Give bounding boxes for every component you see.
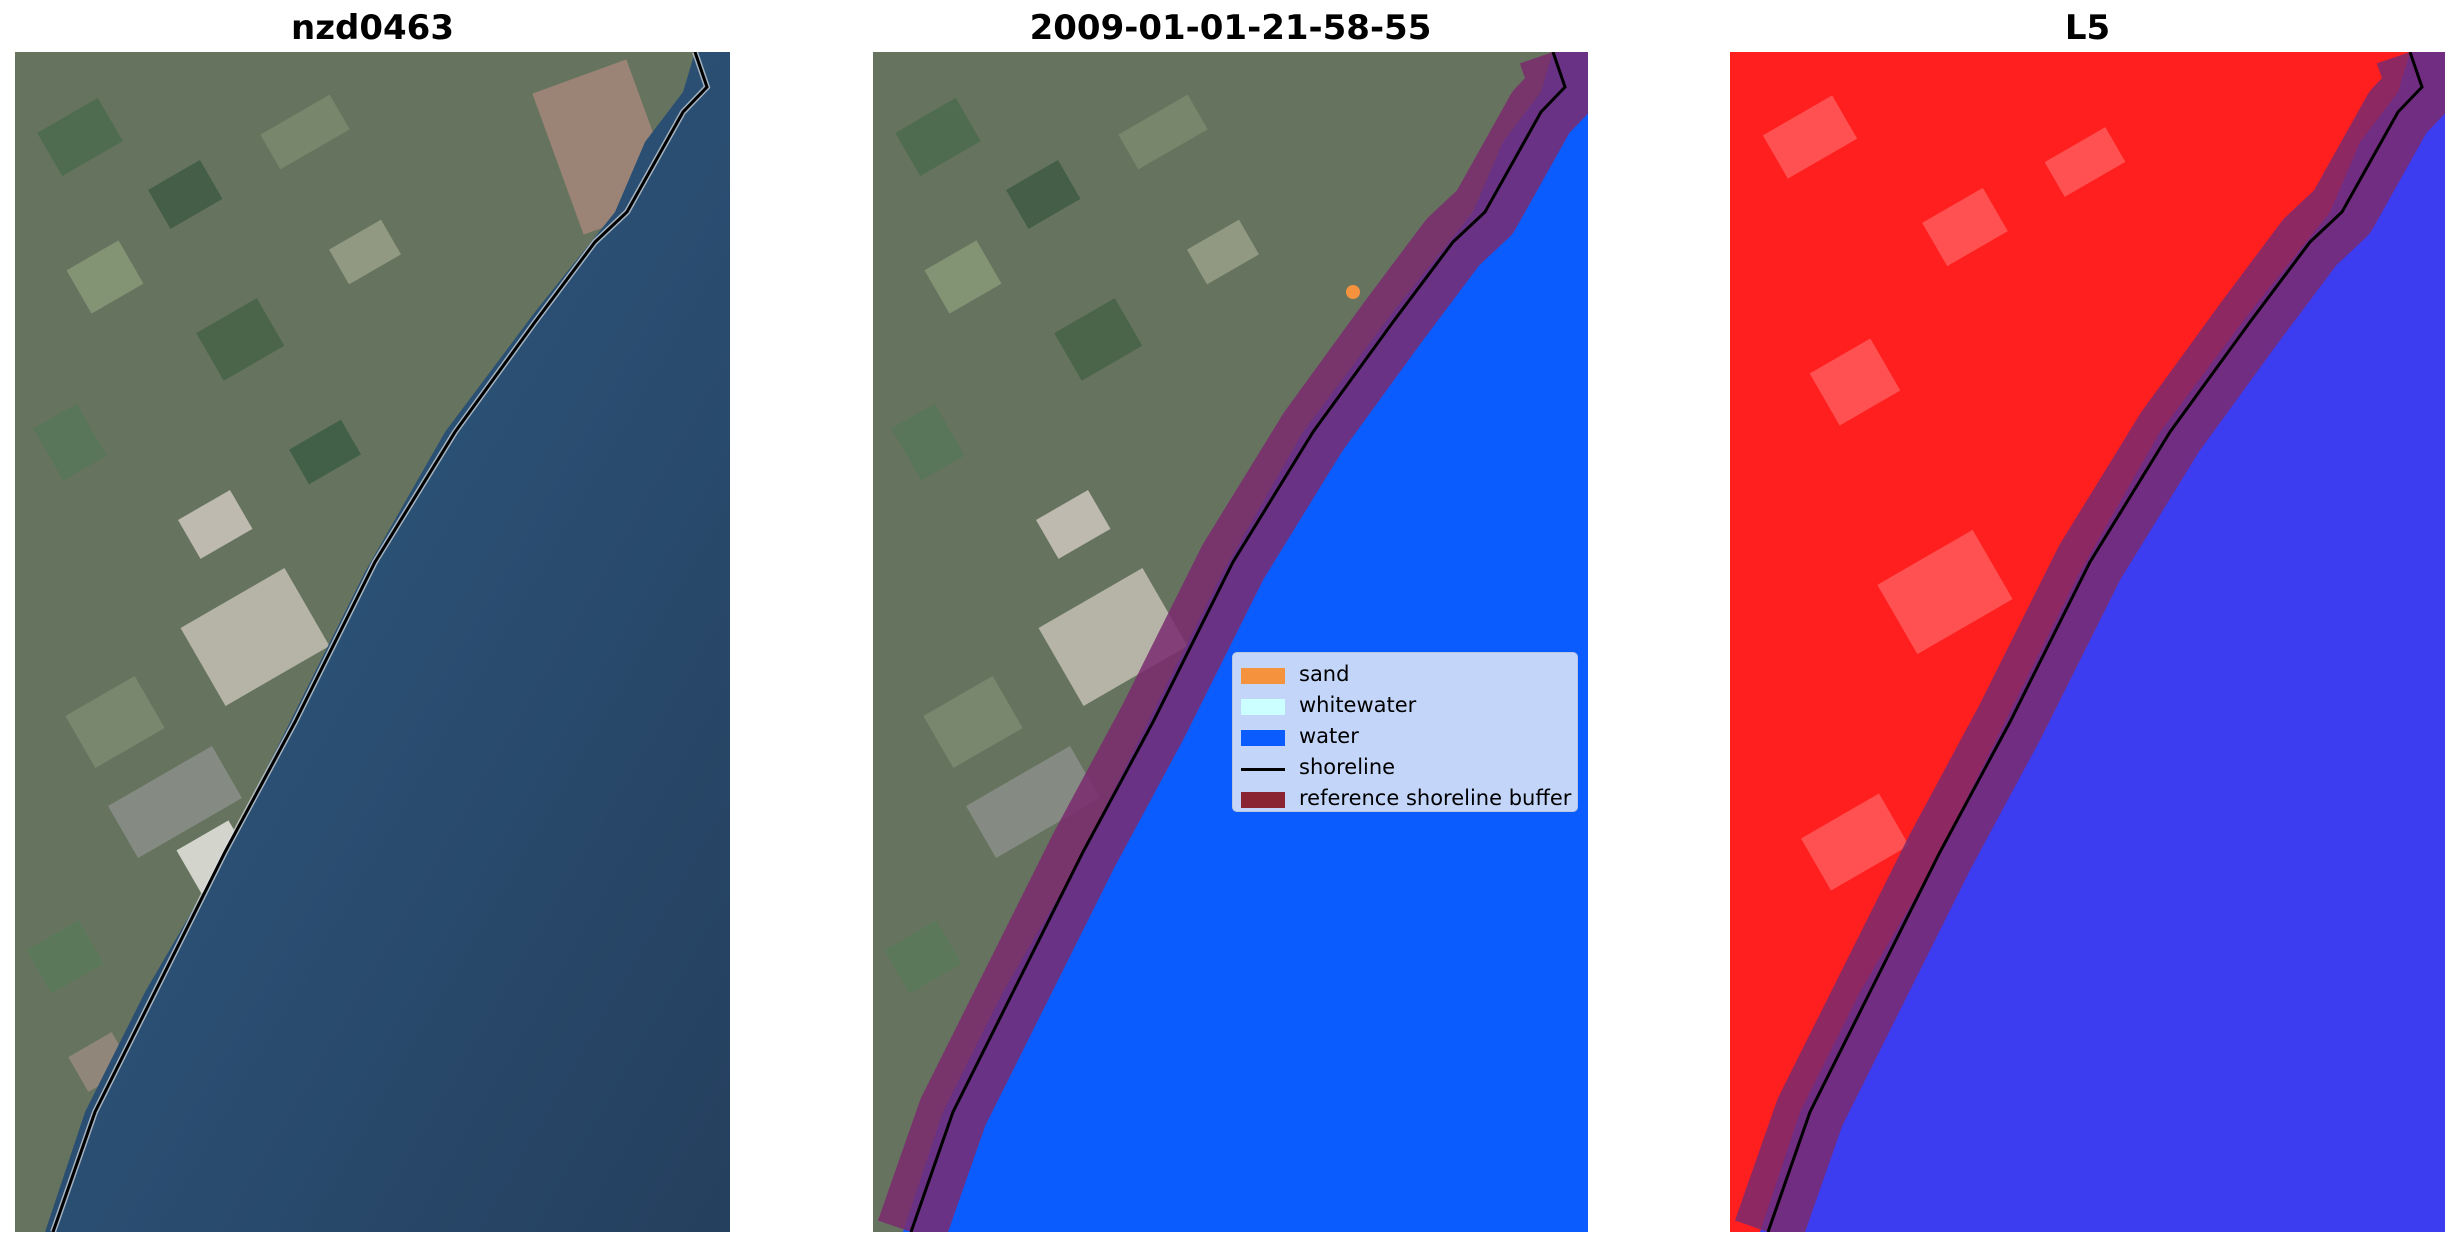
panel-rgb: nzd0463: [15, 0, 730, 1248]
probability-image-svg: [1730, 52, 2445, 1232]
panel-title-probability: L5: [2064, 8, 2111, 48]
legend-item-buffer: reference shoreline buffer: [1233, 783, 1577, 814]
legend-item-water: water: [1233, 721, 1577, 752]
legend-label: reference shoreline buffer: [1299, 786, 1572, 810]
sand-class: [1346, 285, 1360, 299]
classified-image: [873, 52, 1588, 1232]
legend-label: shoreline: [1299, 755, 1396, 779]
legend-item-sand: sand: [1233, 659, 1577, 690]
field-patches: [26, 59, 678, 1092]
legend-swatch-whitewater: [1241, 699, 1285, 715]
land-texture: [1762, 95, 2126, 891]
panel-classified: 2009-01-01-21-58-55: [873, 0, 1588, 1248]
shoreline-line: [909, 52, 1567, 1232]
legend-label: sand: [1299, 662, 1350, 686]
legend-swatch-sand: [1241, 668, 1285, 684]
probability-image: [1730, 52, 2445, 1232]
satellite-image-svg: [15, 52, 730, 1232]
legend-swatch-water: [1241, 730, 1285, 746]
sea: [45, 52, 730, 1232]
legend-label: water: [1299, 724, 1359, 748]
panel-title-rgb: nzd0463: [291, 8, 454, 48]
legend-swatch-buffer: [1241, 792, 1285, 808]
field-patches: [884, 94, 1259, 994]
legend-label: whitewater: [1299, 693, 1417, 717]
panel-probability: L5: [1730, 0, 2445, 1248]
legend: sand whitewater water shoreline referenc…: [1232, 652, 1578, 812]
legend-item-shoreline: shoreline: [1233, 752, 1577, 783]
classified-image-svg: [873, 52, 1588, 1232]
legend-item-whitewater: whitewater: [1233, 690, 1577, 721]
shoreline-line: [51, 52, 709, 1232]
shoreline-line: [1766, 52, 2424, 1232]
panel-title-classified: 2009-01-01-21-58-55: [1029, 8, 1432, 48]
satellite-image: [15, 52, 730, 1232]
legend-line-shoreline: [1241, 768, 1285, 771]
